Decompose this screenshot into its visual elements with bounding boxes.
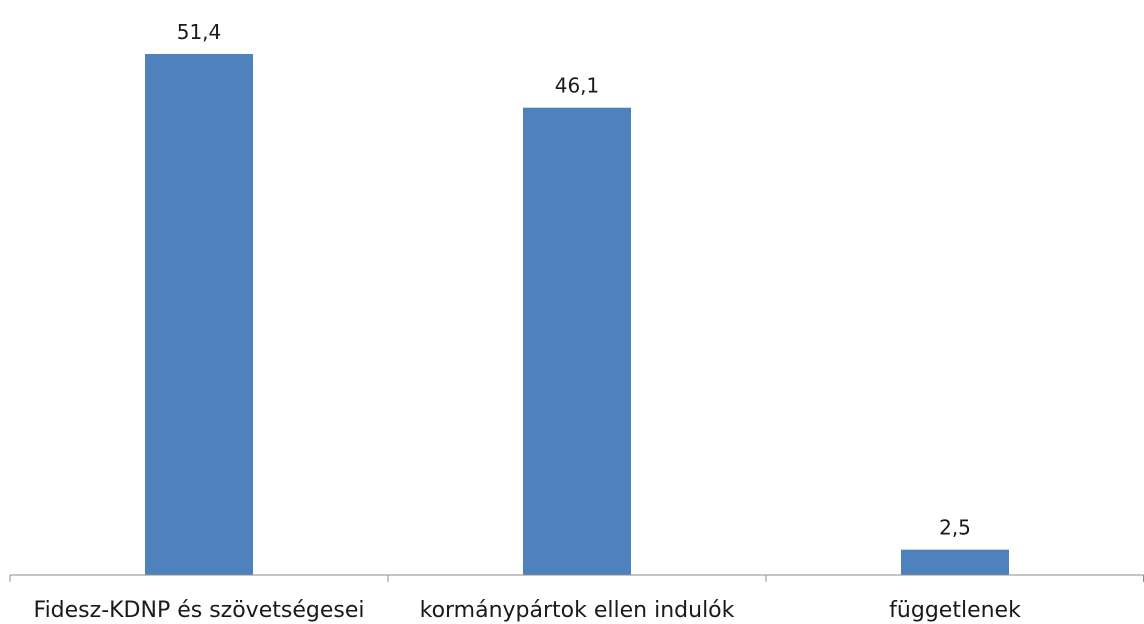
bars-group — [145, 54, 1009, 575]
bar-1 — [145, 54, 253, 575]
category-label-1: Fidesz-KDNP és szövetségesei — [34, 598, 365, 623]
data-label-3: 2,5 — [939, 516, 971, 540]
category-labels-group: Fidesz-KDNP és szövetségesei kormánypárto… — [34, 598, 1022, 623]
bar-2 — [523, 107, 631, 575]
data-label-2: 46,1 — [555, 74, 600, 98]
category-label-2: kormánypártok ellen indulók — [420, 598, 735, 623]
data-labels-group: 51,4 46,1 2,5 — [177, 20, 971, 540]
data-label-1: 51,4 — [177, 20, 222, 44]
category-label-3: függetlenek — [889, 598, 1021, 623]
x-axis-ticks — [9, 575, 1144, 582]
bar-3 — [901, 549, 1009, 575]
